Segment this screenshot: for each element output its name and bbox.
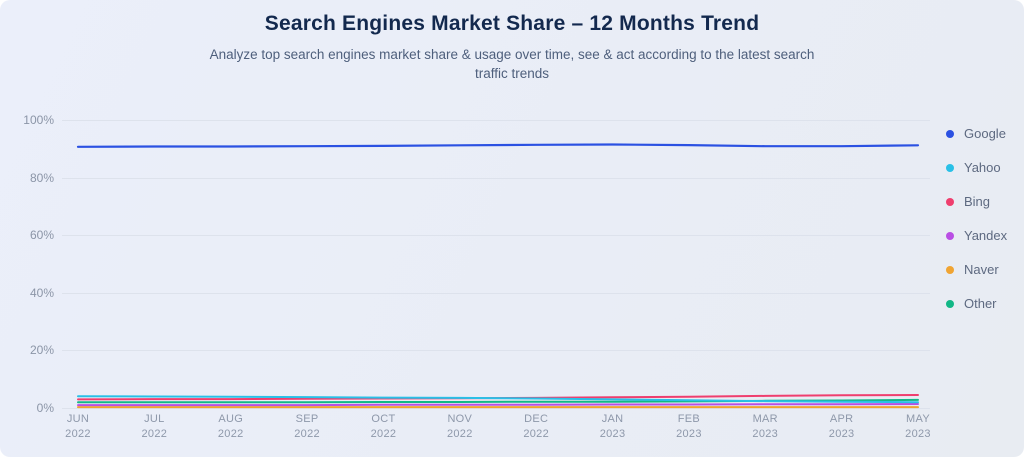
y-tick-label: 40%: [29, 285, 54, 300]
gridline-0%: [62, 408, 930, 409]
y-tick-label: 60%: [29, 228, 54, 243]
x-tick-month: APR: [829, 413, 854, 425]
x-tick-label: FEB 2023: [651, 412, 727, 442]
gridline-60%: [62, 235, 930, 237]
x-tick-label: OCT 2022: [345, 412, 421, 442]
x-tick-month: SEP: [295, 413, 319, 425]
y-tick-label: 0%: [36, 401, 54, 415]
x-tick-label: JUN 2022: [40, 412, 116, 442]
gridline-80%: [62, 177, 930, 179]
legend-item-naver[interactable]: Naver: [946, 262, 999, 277]
series-line-google: [76, 143, 920, 148]
chart-subtitle: Analyze top search engines market share …: [209, 47, 815, 82]
y-tick-label: 80%: [29, 170, 54, 185]
x-tick-label: SEP 2022: [269, 412, 345, 442]
legend-dot-google: [946, 129, 954, 138]
x-tick-year: 2023: [752, 427, 779, 440]
legend-item-yandex[interactable]: Yandex: [946, 228, 1007, 243]
plot-area: [62, 120, 930, 409]
legend-label: Google: [964, 126, 1006, 141]
x-tick-label: JUL 2022: [116, 412, 192, 442]
x-tick-label: MAR 2023: [727, 412, 803, 442]
gridline-100%: [62, 120, 930, 121]
legend-dot-naver: [946, 265, 954, 274]
legend-item-bing[interactable]: Bing: [946, 194, 990, 209]
y-tick-label: 100%: [23, 113, 54, 127]
x-tick-month: JUN: [66, 413, 90, 425]
x-tick-year: 2022: [294, 427, 320, 440]
chart-title: Search Engines Market Share – 12 Months …: [264, 12, 760, 35]
x-tick-month: NOV: [447, 413, 473, 425]
x-tick-month: JAN: [601, 413, 624, 425]
x-tick-label: AUG 2022: [193, 412, 269, 442]
x-tick-year: 2022: [370, 427, 397, 440]
legend-label: Naver: [964, 262, 999, 277]
legend-label: Yahoo: [964, 160, 1001, 175]
series-line-yandex: [77, 403, 919, 407]
x-tick-year: 2023: [599, 427, 626, 440]
x-tick-year: 2022: [65, 427, 91, 440]
x-tick-year: 2023: [676, 427, 702, 440]
gridline-40%: [62, 292, 930, 294]
legend-dot-bing: [946, 197, 954, 206]
x-tick-month: AUG: [218, 413, 244, 425]
x-tick-year: 2023: [905, 427, 931, 440]
x-tick-month: DEC: [524, 413, 549, 425]
x-tick-month: MAY: [906, 413, 930, 425]
x-tick-label: NOV 2022: [422, 412, 498, 442]
x-tick-year: 2022: [141, 427, 168, 440]
legend-item-google[interactable]: Google: [946, 126, 1006, 141]
x-tick-label: MAY 2023: [880, 412, 956, 442]
x-tick-year: 2022: [523, 427, 549, 440]
legend-item-yahoo[interactable]: Yahoo: [946, 160, 1001, 175]
legend-label: Yandex: [964, 228, 1008, 243]
legend-item-other[interactable]: Other: [946, 296, 997, 311]
legend-label: Bing: [964, 194, 991, 209]
x-tick-month: OCT: [371, 413, 396, 425]
x-tick-year: 2022: [446, 427, 473, 440]
x-tick-year: 2023: [828, 427, 855, 440]
legend-dot-other: [946, 299, 954, 308]
x-tick-month: MAR: [752, 413, 778, 425]
line-series-canvas: [76, 143, 920, 409]
x-tick-label: JAN 2023: [575, 412, 651, 442]
x-tick-label: DEC 2022: [498, 412, 574, 442]
legend-label: Other: [964, 296, 997, 311]
x-tick-month: FEB: [677, 413, 701, 425]
x-tick-label: APR 2023: [804, 412, 880, 442]
series-line-yahoo: [77, 395, 919, 404]
gridline-20%: [62, 350, 930, 352]
x-tick-month: JUL: [144, 413, 165, 425]
y-tick-label: 20%: [29, 343, 54, 358]
x-tick-year: 2022: [217, 427, 244, 440]
legend-dot-yahoo: [946, 163, 954, 172]
legend-dot-yandex: [946, 231, 954, 240]
